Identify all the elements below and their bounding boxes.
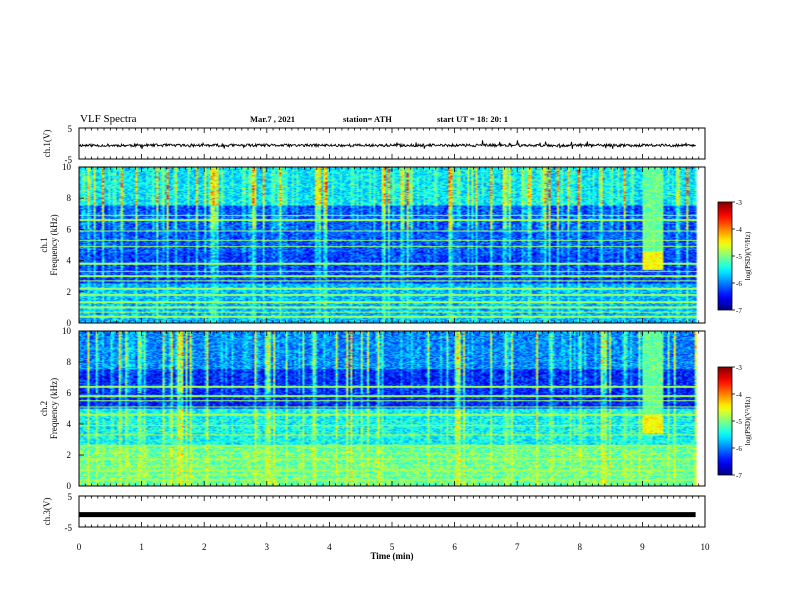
station-label: station= ATH (343, 114, 392, 124)
x-tick-label: 8 (578, 542, 583, 552)
x-tick-label: 9 (640, 542, 645, 552)
colorbar-tick-label: -3 (736, 364, 742, 372)
colorbar-tick-label: -7 (736, 307, 742, 315)
y-tick-label: 5 (68, 124, 73, 134)
x-axis-label: Time (min) (370, 551, 413, 561)
x-tick-label: 2 (202, 542, 207, 552)
colorbar-tick-label: -6 (736, 445, 742, 453)
colorbar-tick-label: -5 (736, 418, 742, 426)
x-tick-label: 3 (265, 542, 270, 552)
y-axis-label: Frequency (kHz) (49, 214, 59, 275)
ch3-voltage-panel: ch.3(V) 5 -5 0 1 2 3 4 5 6 7 8 9 10 Time (min) (42, 492, 710, 561)
figure-header: VLF Spectra Mar.7 , 2021 station= ATH st… (80, 113, 508, 125)
date-label: Mar.7 , 2021 (250, 114, 295, 124)
y-tick-label: -5 (65, 523, 73, 533)
y-tick-label: 0 (67, 318, 72, 328)
x-tick-label: 6 (452, 542, 457, 552)
colorbar-tick-label: -4 (736, 226, 742, 234)
ch1-voltage-panel: ch.1(V) 5 -5 (42, 124, 706, 165)
start-time-label: start UT = 18: 20: 1 (437, 114, 508, 124)
y-axis-label: Frequency (kHz) (49, 378, 59, 439)
x-tick-label: 4 (327, 542, 332, 552)
x-tick-label: 0 (77, 542, 82, 552)
spectrogram-image (79, 167, 705, 323)
colorbar-scale (717, 366, 733, 476)
y-tick-label: -5 (65, 155, 73, 165)
colorbar-tick-label: -7 (736, 472, 742, 480)
y-tick-label: 4 (67, 256, 72, 266)
figure-title: VLF Spectra (80, 113, 137, 125)
spectrogram-image (79, 331, 705, 486)
colorbar-label: log(PSD)(V²/Hz) (744, 231, 752, 280)
y-axis-label: ch.1 (39, 237, 49, 252)
colorbar-tick-label: -3 (736, 199, 742, 207)
y-tick-label: 8 (67, 357, 72, 367)
y-tick-label: 6 (67, 224, 72, 234)
ch1-spectrogram-panel: ch.1 Frequency (kHz) 0 2 4 6 8 10 (39, 162, 706, 328)
ch1-voltage-trace (78, 140, 696, 150)
y-axis-label: ch.2 (39, 401, 49, 416)
y-tick-label: 0 (67, 481, 72, 491)
x-tick-label: 7 (515, 542, 520, 552)
colorbar-scale (717, 201, 733, 311)
x-tick-label: 10 (701, 542, 711, 552)
y-tick-label: 8 (67, 193, 72, 203)
ch2-spectrogram-panel: ch.2 Frequency (kHz) 0 2 4 6 8 10 (39, 326, 706, 491)
x-tick-label: 1 (139, 542, 144, 552)
y-tick-label: 2 (67, 450, 72, 460)
colorbar-tick-label: -6 (736, 280, 742, 288)
y-tick-label: 4 (67, 419, 72, 429)
y-tick-label: 2 (67, 287, 72, 297)
y-tick-label: 6 (67, 388, 72, 398)
colorbar-label: log(PSD)(V²/Hz) (744, 396, 752, 445)
y-tick-label: 10 (62, 162, 72, 172)
ch2-colorbar: -3 -4 -5 -6 -7 log(PSD)(V²/Hz) (717, 364, 752, 480)
colorbar-tick-label: -5 (736, 253, 742, 261)
colorbar-tick-label: -4 (736, 391, 742, 399)
y-axis-label: ch.1(V) (42, 130, 52, 158)
y-tick-label: 10 (62, 326, 72, 336)
x-tick-label: 5 (390, 542, 395, 552)
ch1-colorbar: -3 -4 -5 -6 -7 log(PSD)(V²/Hz) (717, 199, 752, 315)
y-tick-label: 5 (68, 492, 73, 502)
y-axis-label: ch.3(V) (42, 498, 52, 526)
